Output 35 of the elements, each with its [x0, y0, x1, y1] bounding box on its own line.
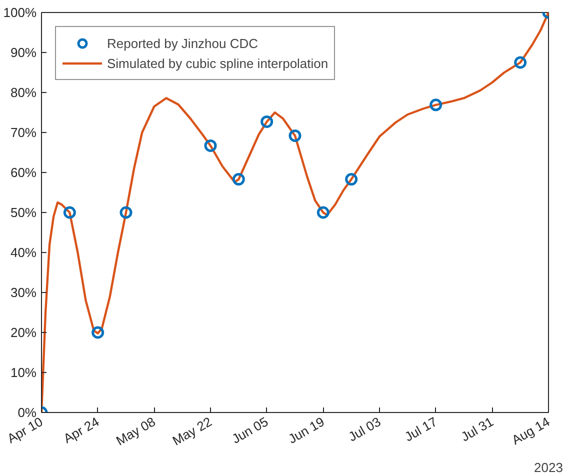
y-tick-label: 10% — [10, 365, 37, 380]
y-tick-label: 100% — [3, 5, 37, 20]
point — [120, 206, 132, 219]
x-tick-label: Apr 24 — [60, 414, 102, 446]
y-tick-label: 70% — [10, 125, 37, 140]
y-tick-label: 30% — [10, 285, 37, 300]
y-tick-label: 40% — [10, 245, 37, 260]
point — [260, 115, 274, 128]
point — [92, 326, 104, 339]
x-tick-label: Jun 05 — [229, 414, 271, 447]
y-tick-label: 90% — [10, 45, 37, 60]
point — [63, 206, 76, 219]
point — [345, 173, 358, 186]
point — [288, 129, 302, 142]
y-tick-label: 50% — [10, 205, 37, 220]
x-tick-label: May 08 — [113, 414, 158, 448]
x-tick-label: Jul 03 — [346, 414, 384, 444]
point — [204, 139, 217, 152]
y-tick-label: 0% — [18, 405, 37, 420]
point — [316, 206, 330, 219]
point — [232, 173, 245, 186]
x-tick-label: Jul 17 — [402, 414, 440, 444]
x-tick-label: Jun 19 — [286, 414, 327, 447]
y-tick-label: 80% — [10, 85, 37, 100]
x-tick-label: Jul 31 — [458, 414, 496, 444]
legend-label: Simulated by cubic spline interpolation — [107, 55, 328, 71]
y-tick-label: 20% — [10, 325, 37, 340]
x-tick-label: May 22 — [170, 414, 214, 448]
legend-label: Reported by Jinzhou CDC — [107, 35, 258, 51]
x-axis-title: 2023 — [534, 460, 563, 474]
point — [430, 98, 442, 112]
point — [514, 56, 527, 69]
y-tick-label: 60% — [10, 165, 37, 180]
x-tick-label: Aug 14 — [509, 414, 552, 448]
line-series — [42, 12, 548, 412]
